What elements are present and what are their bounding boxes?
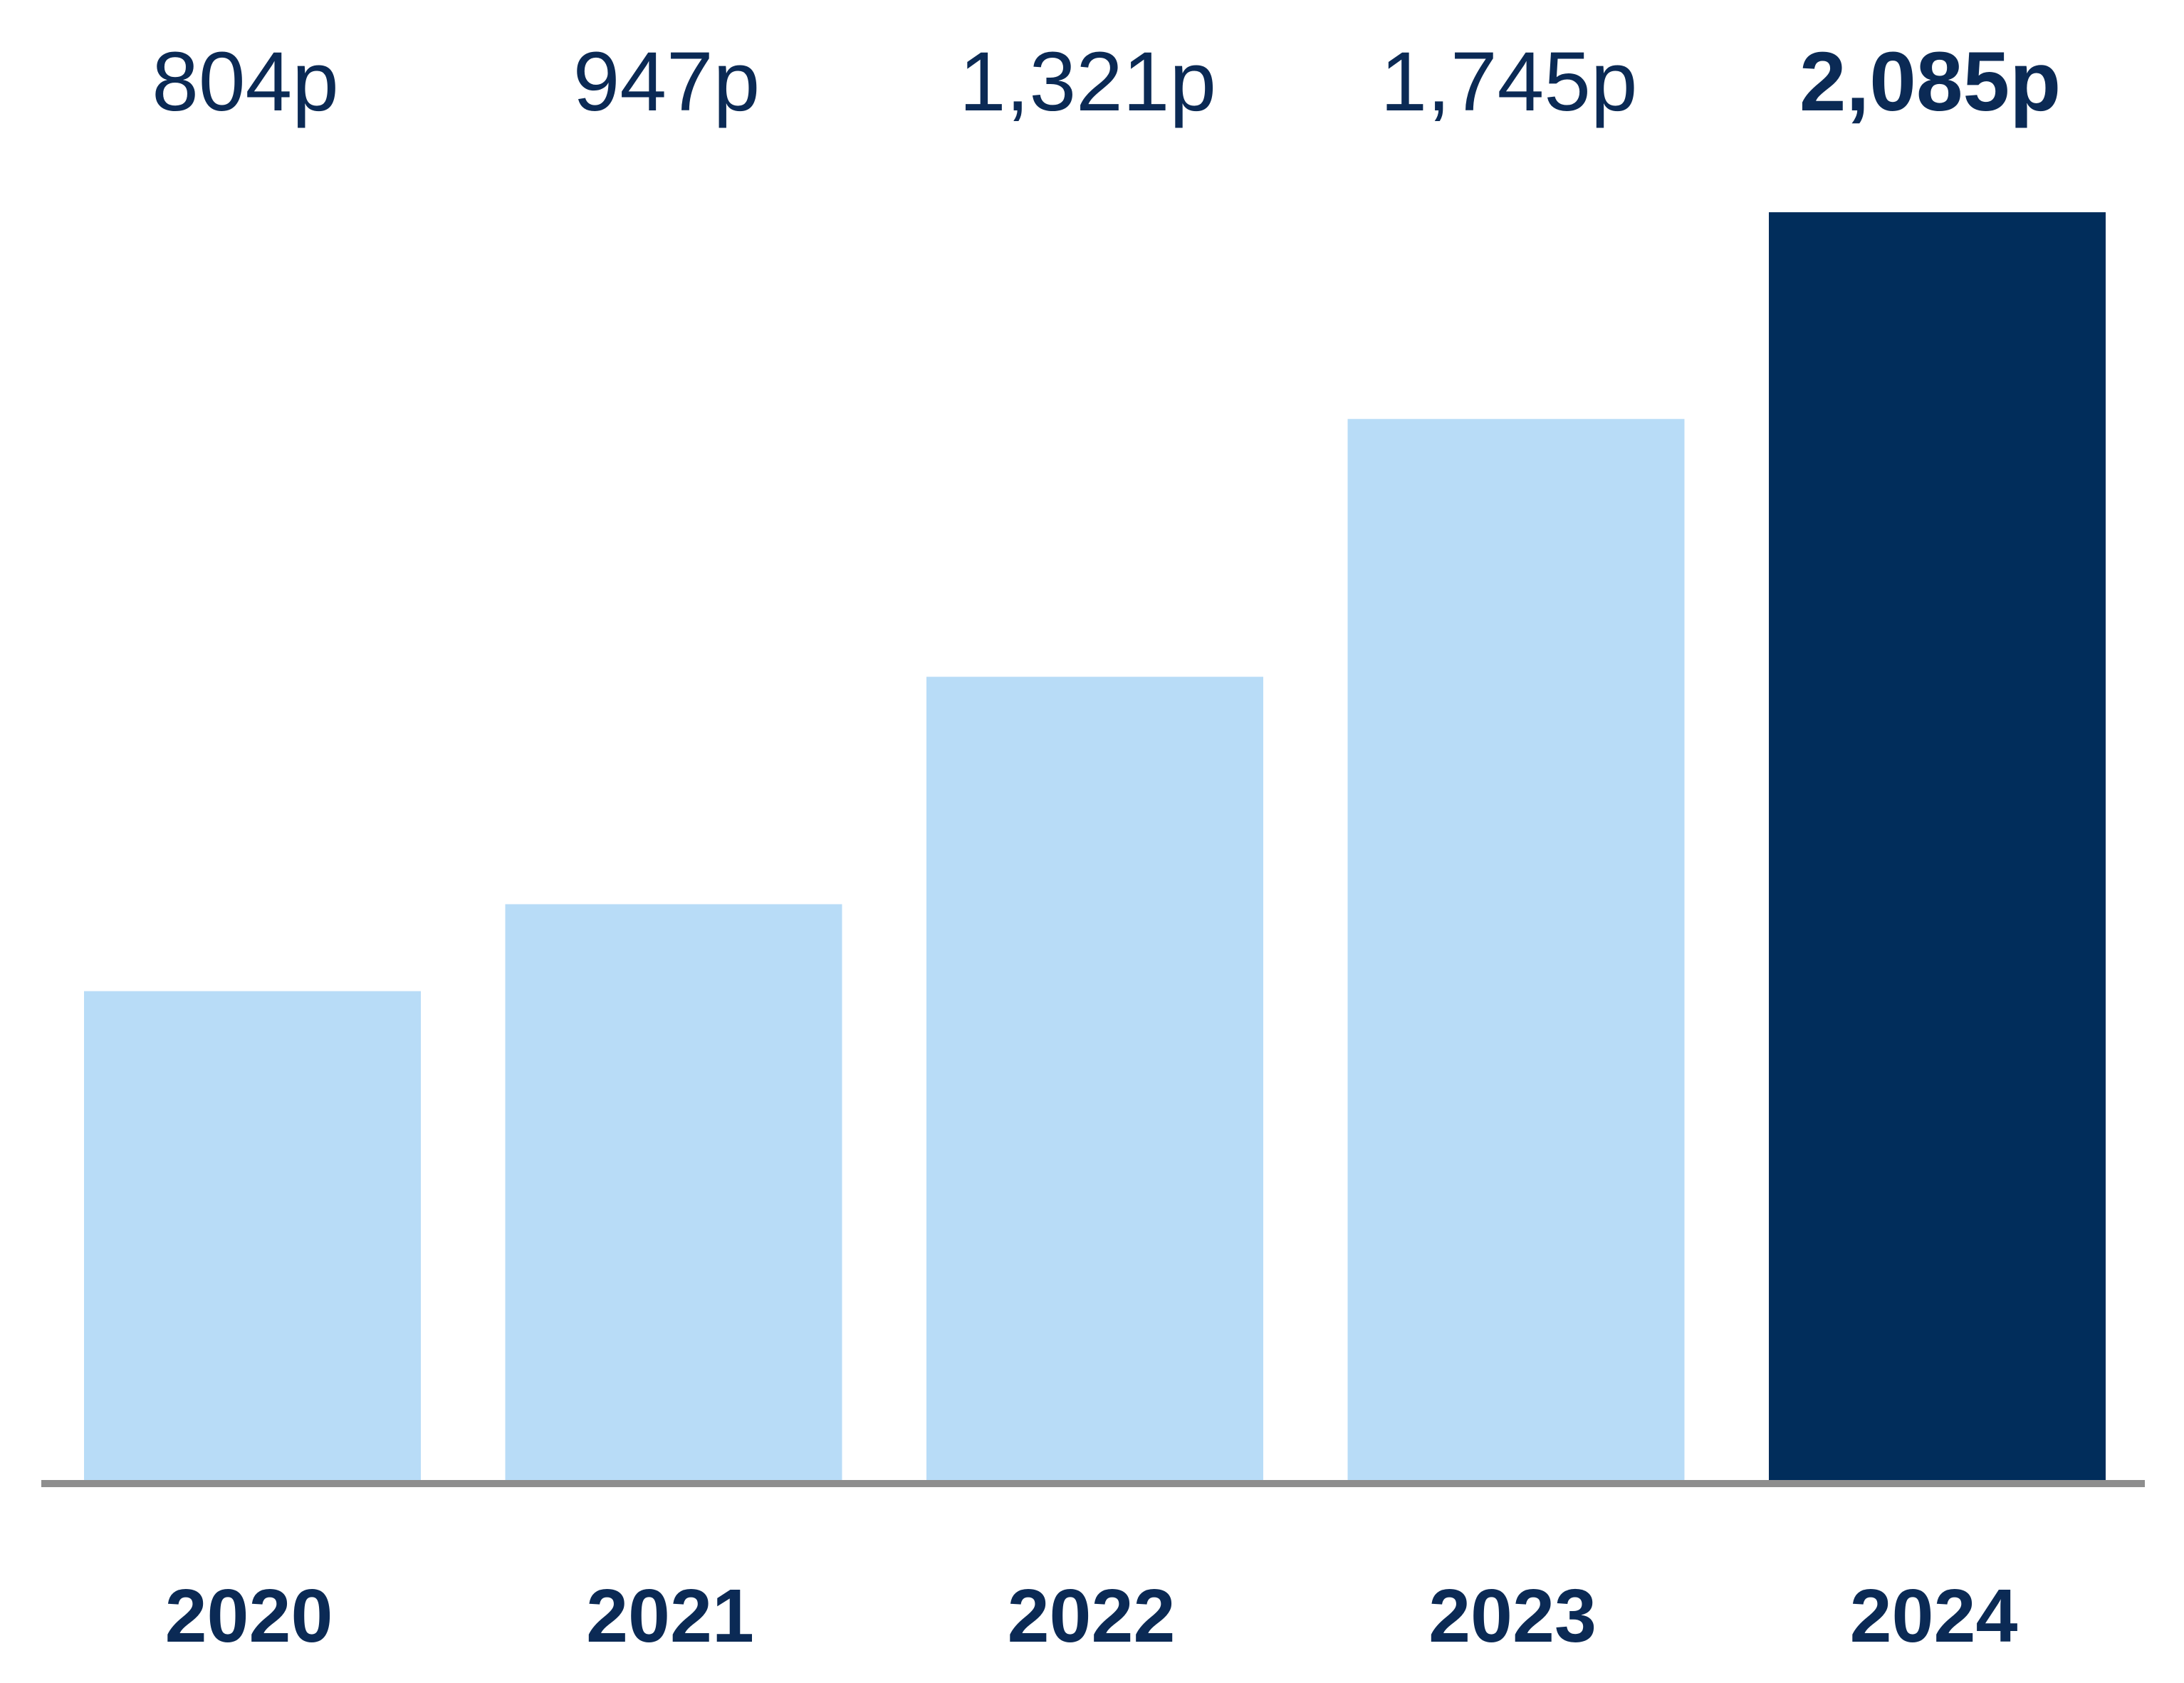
category-label-2022: 2022: [1008, 1574, 1176, 1658]
category-label-2021: 2021: [586, 1574, 754, 1658]
category-label-2020: 2020: [165, 1574, 333, 1658]
value-labels-group: 804p 947p 1,321p 1,745p 2,085p: [152, 35, 2061, 129]
bar-2022: [926, 677, 1263, 1481]
value-label-2022: 1,321p: [959, 35, 1216, 129]
bar-2024: [1769, 212, 2106, 1480]
value-label-2020: 804p: [152, 35, 339, 129]
bar-2023: [1347, 419, 1685, 1480]
value-label-2023: 1,745p: [1381, 35, 1638, 129]
bar-2020: [84, 991, 421, 1480]
bar-2021: [505, 904, 842, 1480]
value-label-2024: 2,085p: [1799, 35, 2061, 129]
bars-group: [84, 212, 2106, 1481]
value-label-2021: 947p: [573, 35, 761, 129]
category-labels-group: 2020 2021 2022 2023 2024: [165, 1574, 2018, 1658]
category-label-2023: 2023: [1428, 1574, 1597, 1658]
category-label-2024: 2024: [1850, 1574, 2018, 1658]
